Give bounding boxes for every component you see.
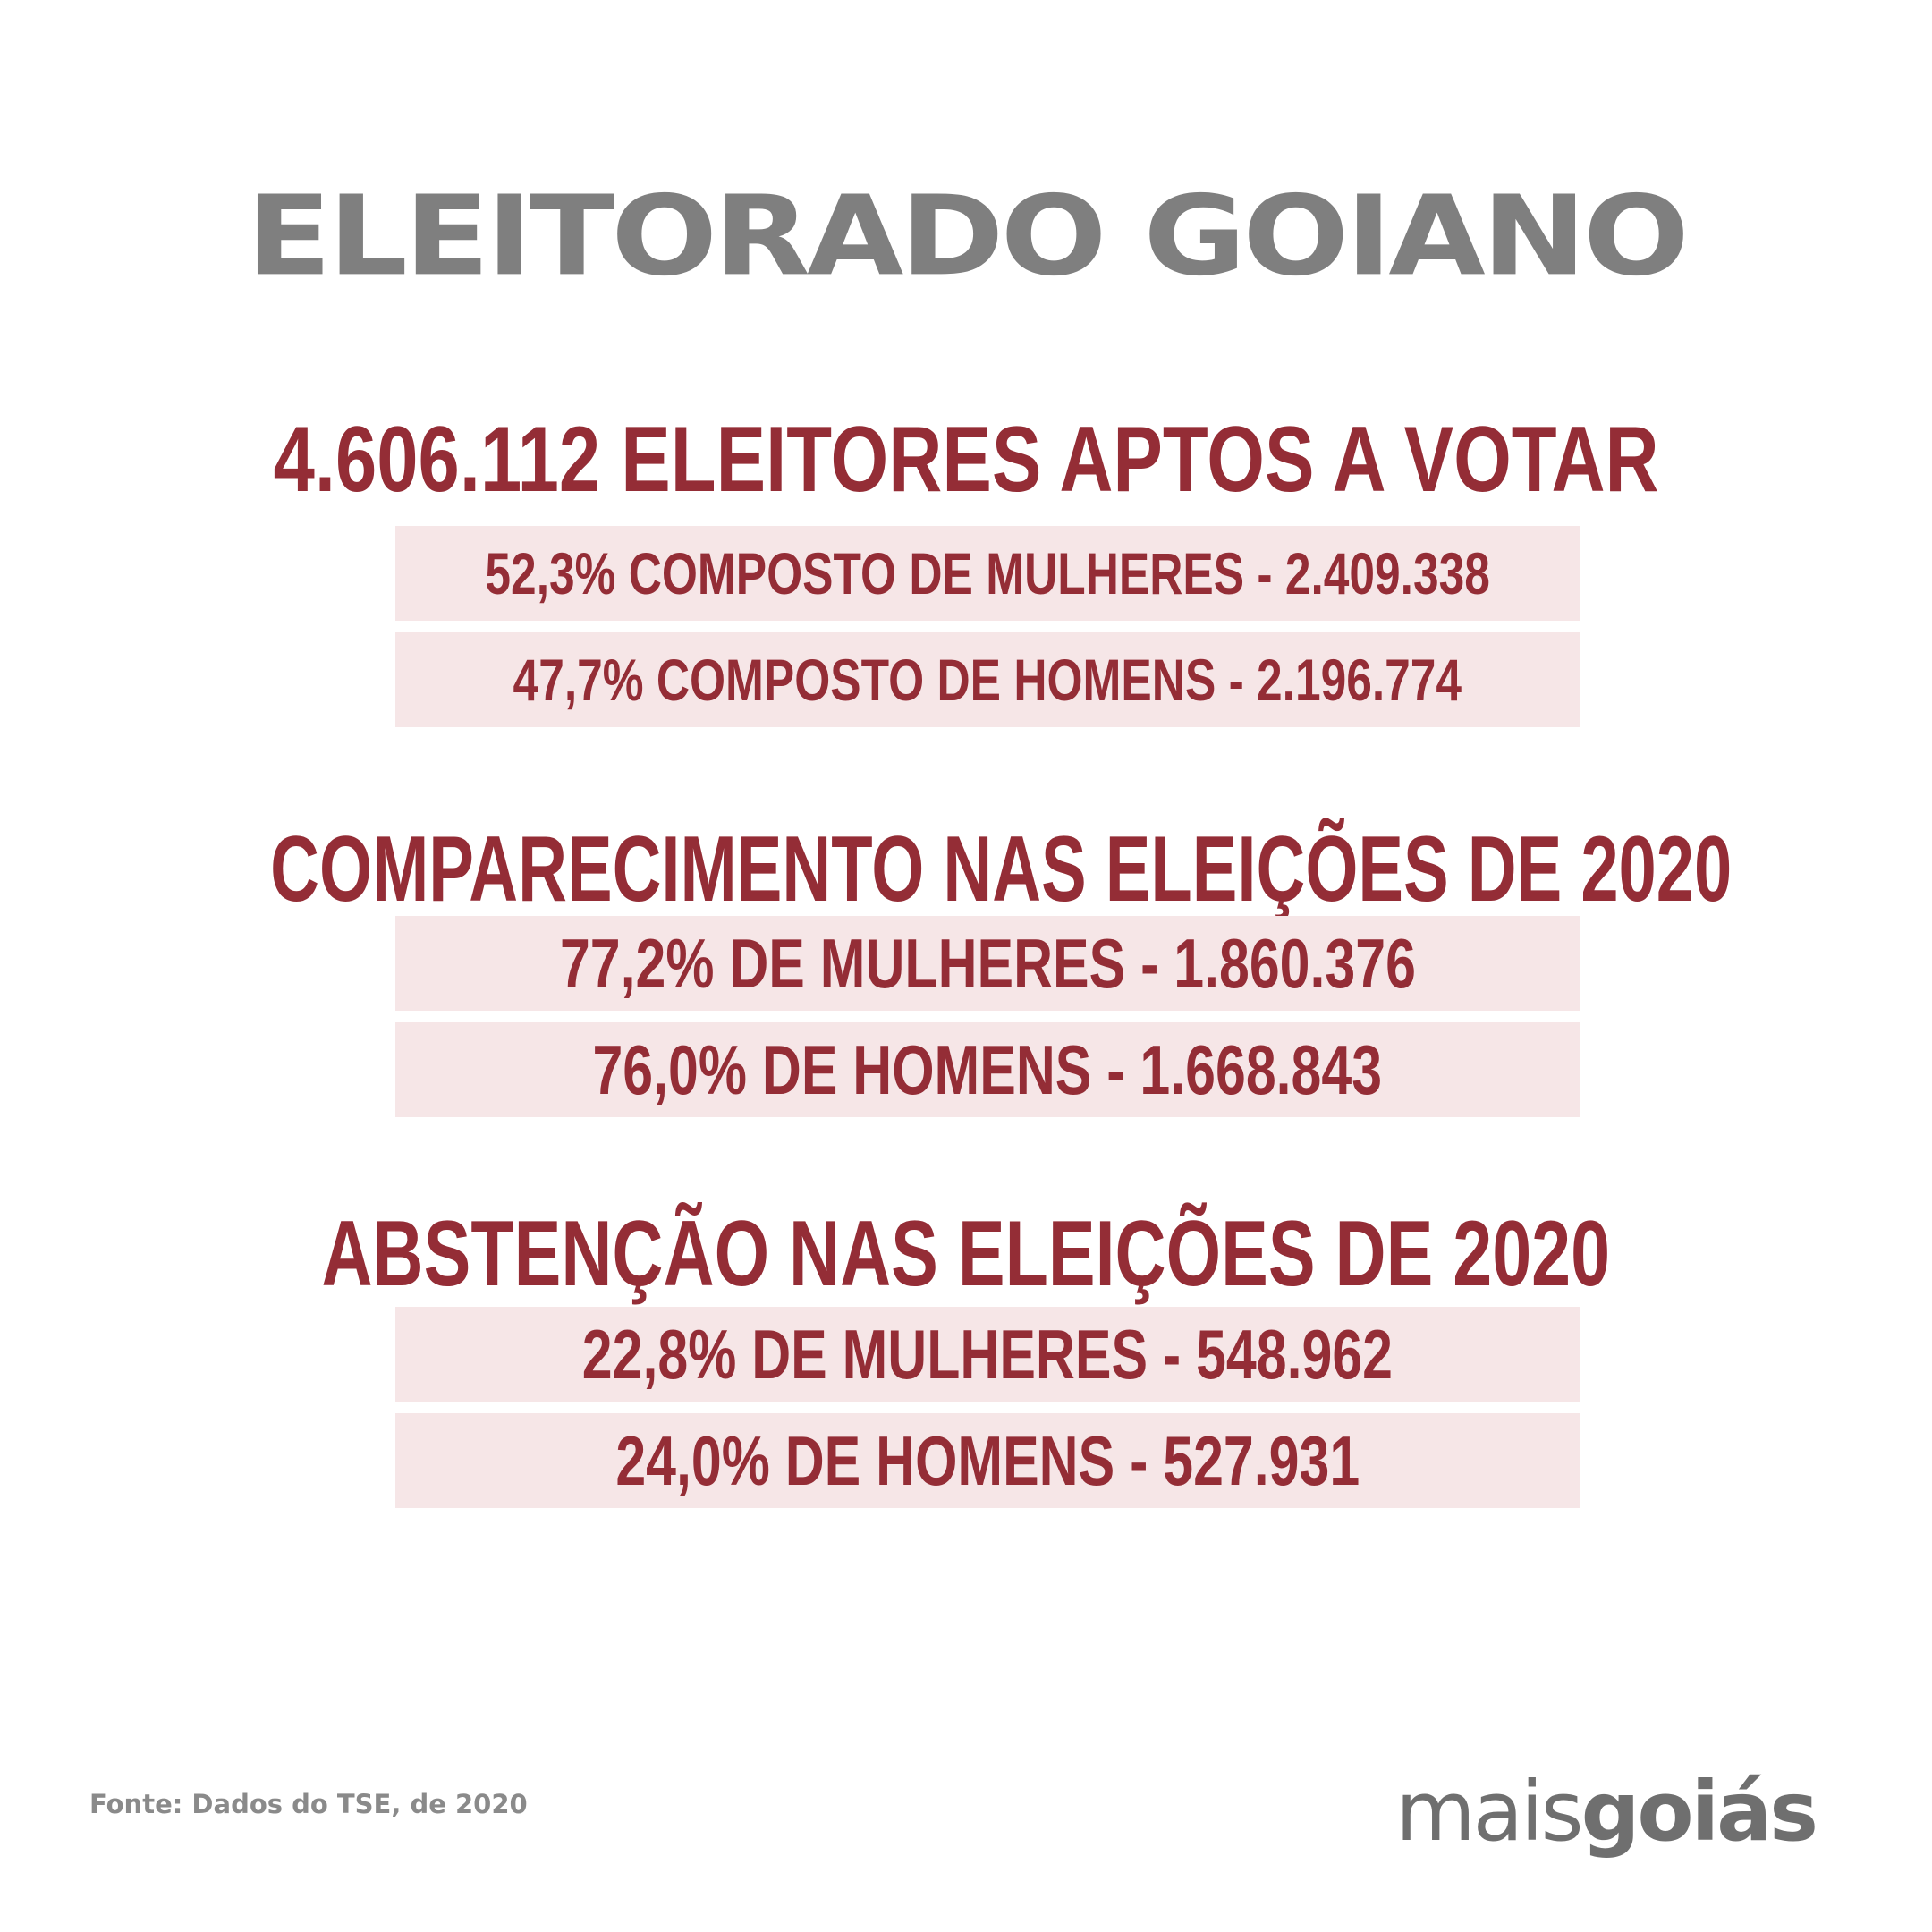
section-heading-abstencao-text: ABSTENÇÃO NAS ELEIÇÕES DE 2020: [321, 1202, 1611, 1306]
stat-row-text: 76,0% DE HOMENS - 1.668.843: [592, 1030, 1383, 1109]
stat-row-text: 47,7% COMPOSTO DE HOMENS - 2.196.774: [513, 647, 1462, 713]
section-heading-comparecimento: COMPARECIMENTO NAS ELEIÇÕES DE 2020: [0, 823, 1932, 916]
logo-text-goias: goiás: [1580, 1764, 1818, 1860]
stat-row-homens-abstencao: 24,0% DE HOMENS - 527.931: [395, 1413, 1580, 1508]
page-title: ELEITORADO GOIANO: [246, 172, 1690, 301]
stat-row-text: 22,8% DE MULHERES - 548.962: [581, 1314, 1394, 1394]
stat-row-mulheres-comparecimento: 77,2% DE MULHERES - 1.860.376: [395, 916, 1580, 1011]
source-note: Fonte: Dados do TSE, de 2020: [89, 1789, 528, 1819]
stat-row-homens-composto: 47,7% COMPOSTO DE HOMENS - 2.196.774: [395, 632, 1580, 727]
stat-row-text: 77,2% DE MULHERES - 1.860.376: [559, 923, 1416, 1003]
stat-row-text: 24,0% DE HOMENS - 527.931: [615, 1420, 1360, 1500]
brand-logo: mais goiás: [1395, 1764, 1818, 1860]
section-heading-abstencao: ABSTENÇÃO NAS ELEIÇÕES DE 2020: [0, 1208, 1932, 1301]
logo-text-mais: mais: [1395, 1764, 1583, 1860]
section-heading-eleitores-text: 4.606.112 ELEITORES APTOS A VOTAR: [273, 408, 1659, 512]
stat-row-mulheres-composto: 52,3% COMPOSTO DE MULHERES - 2.409.338: [395, 526, 1580, 621]
stat-row-mulheres-abstencao: 22,8% DE MULHERES - 548.962: [395, 1307, 1580, 1402]
section-heading-comparecimento-text: COMPARECIMENTO NAS ELEIÇÕES DE 2020: [270, 818, 1733, 921]
section-heading-eleitores: 4.606.112 ELEITORES APTOS A VOTAR: [0, 413, 1932, 506]
stat-row-homens-comparecimento: 76,0% DE HOMENS - 1.668.843: [395, 1022, 1580, 1117]
stat-row-text: 52,3% COMPOSTO DE MULHERES - 2.409.338: [485, 540, 1490, 606]
